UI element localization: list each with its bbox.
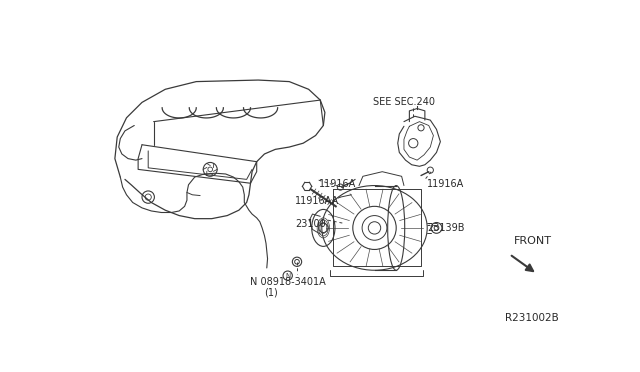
Text: 11916A: 11916A	[428, 179, 465, 189]
Text: 11916A: 11916A	[319, 179, 356, 189]
Text: 23100: 23100	[296, 219, 326, 229]
Text: (1): (1)	[264, 288, 278, 298]
Text: N: N	[285, 273, 291, 279]
Text: 23139B: 23139B	[428, 223, 465, 233]
Text: R231002B: R231002B	[505, 313, 559, 323]
Text: N 08918-3401A: N 08918-3401A	[250, 277, 326, 287]
Text: 11916AA: 11916AA	[296, 196, 340, 206]
Text: FRONT: FRONT	[514, 236, 552, 246]
Text: SEE SEC.240: SEE SEC.240	[373, 97, 435, 107]
